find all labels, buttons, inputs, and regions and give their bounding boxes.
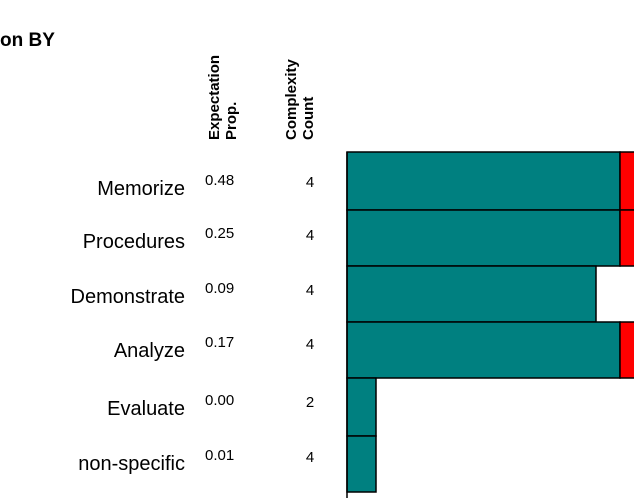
bar: [346, 209, 621, 267]
prop-value: 0.25: [205, 225, 235, 242]
prop-value: 0.48: [205, 172, 235, 189]
bar: [346, 265, 597, 323]
row-label: Evaluate: [107, 398, 185, 420]
row-label: non-specific: [78, 453, 185, 475]
title: on BY: [0, 30, 55, 51]
count-value: 4: [305, 449, 315, 466]
count-value: 4: [305, 227, 315, 244]
prop-value: 0.00: [205, 392, 235, 409]
prop-value: 0.01: [205, 447, 235, 464]
bar: [346, 151, 621, 211]
count-value: 4: [305, 174, 315, 191]
bar: [619, 209, 634, 267]
prop-value: 0.17: [205, 334, 235, 351]
bar: [619, 321, 634, 379]
count-value: 2: [305, 394, 315, 411]
bar: [346, 435, 377, 493]
row-label: Procedures: [82, 231, 185, 253]
count-value: 4: [305, 282, 315, 299]
prop-value: 0.09: [205, 280, 235, 297]
count-value: 4: [305, 336, 315, 353]
bar: [346, 321, 621, 379]
bar: [346, 377, 377, 437]
row-label: Memorize: [97, 178, 185, 200]
row-label: Demonstrate: [70, 286, 186, 308]
bar: [619, 151, 634, 211]
row-label: Analyze: [113, 340, 185, 362]
